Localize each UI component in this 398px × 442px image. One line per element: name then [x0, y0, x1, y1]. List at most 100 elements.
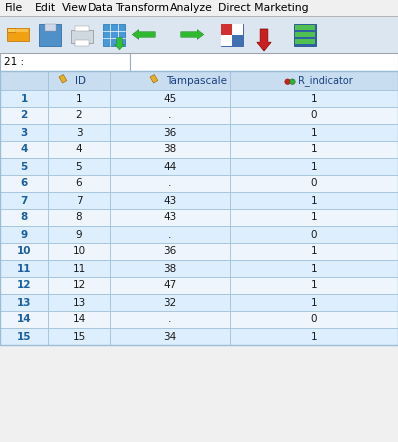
Text: 1: 1: [311, 195, 317, 206]
Bar: [221, 34, 232, 46]
Text: 1: 1: [311, 161, 317, 171]
Text: 9: 9: [20, 229, 27, 240]
Bar: [230, 328, 398, 345]
Text: 14: 14: [72, 315, 86, 324]
Bar: [221, 23, 232, 34]
Text: 4: 4: [20, 145, 28, 155]
Bar: [75, 26, 89, 31]
Text: 13: 13: [72, 297, 86, 308]
FancyArrow shape: [257, 29, 271, 51]
Bar: [0, 124, 48, 141]
Bar: [232, 23, 243, 34]
Bar: [295, 32, 315, 37]
Bar: [110, 226, 230, 243]
Text: 45: 45: [163, 94, 177, 103]
Bar: [48, 294, 110, 311]
Text: 10: 10: [17, 247, 31, 256]
Text: R_indicator: R_indicator: [298, 75, 353, 86]
Bar: [294, 23, 316, 46]
Bar: [48, 107, 110, 124]
Bar: [230, 124, 398, 141]
Text: ID: ID: [75, 76, 86, 85]
Bar: [7, 28, 29, 41]
Bar: [110, 311, 230, 328]
Bar: [230, 158, 398, 175]
Text: 8: 8: [76, 213, 82, 222]
Text: 7: 7: [20, 195, 28, 206]
Bar: [0, 71, 48, 90]
Bar: [230, 311, 398, 328]
Bar: [110, 260, 230, 277]
Bar: [0, 243, 48, 260]
Text: 11: 11: [17, 263, 31, 274]
Text: 1: 1: [311, 213, 317, 222]
Bar: [230, 243, 398, 260]
Bar: [0, 71, 398, 345]
Bar: [75, 40, 89, 46]
Text: 9: 9: [76, 229, 82, 240]
Text: 6: 6: [20, 179, 27, 188]
Bar: [0, 53, 130, 71]
Bar: [48, 243, 110, 260]
Bar: [150, 75, 158, 83]
Text: .: .: [168, 229, 172, 240]
Bar: [0, 328, 48, 345]
Bar: [45, 23, 55, 31]
Bar: [110, 277, 230, 294]
Bar: [230, 141, 398, 158]
Bar: [59, 75, 67, 83]
Bar: [110, 192, 230, 209]
Bar: [110, 90, 230, 107]
Text: 1: 1: [311, 127, 317, 137]
Text: Edit: Edit: [35, 3, 56, 13]
Bar: [103, 23, 125, 46]
Bar: [7, 28, 15, 32]
Text: 1: 1: [20, 94, 27, 103]
Text: 5: 5: [76, 161, 82, 171]
Text: 14: 14: [17, 315, 31, 324]
Bar: [110, 107, 230, 124]
Text: 1: 1: [311, 263, 317, 274]
Text: Tampascale: Tampascale: [166, 76, 227, 85]
Text: File: File: [5, 3, 23, 13]
Text: 1: 1: [311, 297, 317, 308]
Bar: [110, 209, 230, 226]
Bar: [230, 90, 398, 107]
Bar: [48, 141, 110, 158]
Text: 36: 36: [163, 127, 177, 137]
Bar: [48, 209, 110, 226]
Circle shape: [285, 79, 291, 84]
Text: Analyze: Analyze: [170, 3, 213, 13]
Bar: [48, 124, 110, 141]
Text: 36: 36: [163, 247, 177, 256]
Text: 32: 32: [163, 297, 177, 308]
Bar: [48, 311, 110, 328]
Bar: [0, 277, 48, 294]
Text: 1: 1: [311, 247, 317, 256]
Bar: [0, 158, 48, 175]
Bar: [48, 277, 110, 294]
Text: 38: 38: [163, 145, 177, 155]
Bar: [48, 328, 110, 345]
Bar: [230, 107, 398, 124]
Bar: [110, 243, 230, 260]
Bar: [230, 175, 398, 192]
Bar: [0, 175, 48, 192]
Text: 15: 15: [17, 332, 31, 342]
Text: 47: 47: [163, 281, 177, 290]
Text: Transform: Transform: [115, 3, 169, 13]
Bar: [110, 158, 230, 175]
Bar: [130, 53, 398, 71]
Text: 12: 12: [17, 281, 31, 290]
Bar: [295, 24, 315, 30]
Bar: [0, 209, 48, 226]
Text: 43: 43: [163, 195, 177, 206]
Bar: [48, 260, 110, 277]
Text: 11: 11: [72, 263, 86, 274]
Bar: [232, 34, 243, 46]
Bar: [0, 141, 48, 158]
Text: 34: 34: [163, 332, 177, 342]
Bar: [110, 328, 230, 345]
Bar: [110, 175, 230, 192]
Text: 12: 12: [72, 281, 86, 290]
